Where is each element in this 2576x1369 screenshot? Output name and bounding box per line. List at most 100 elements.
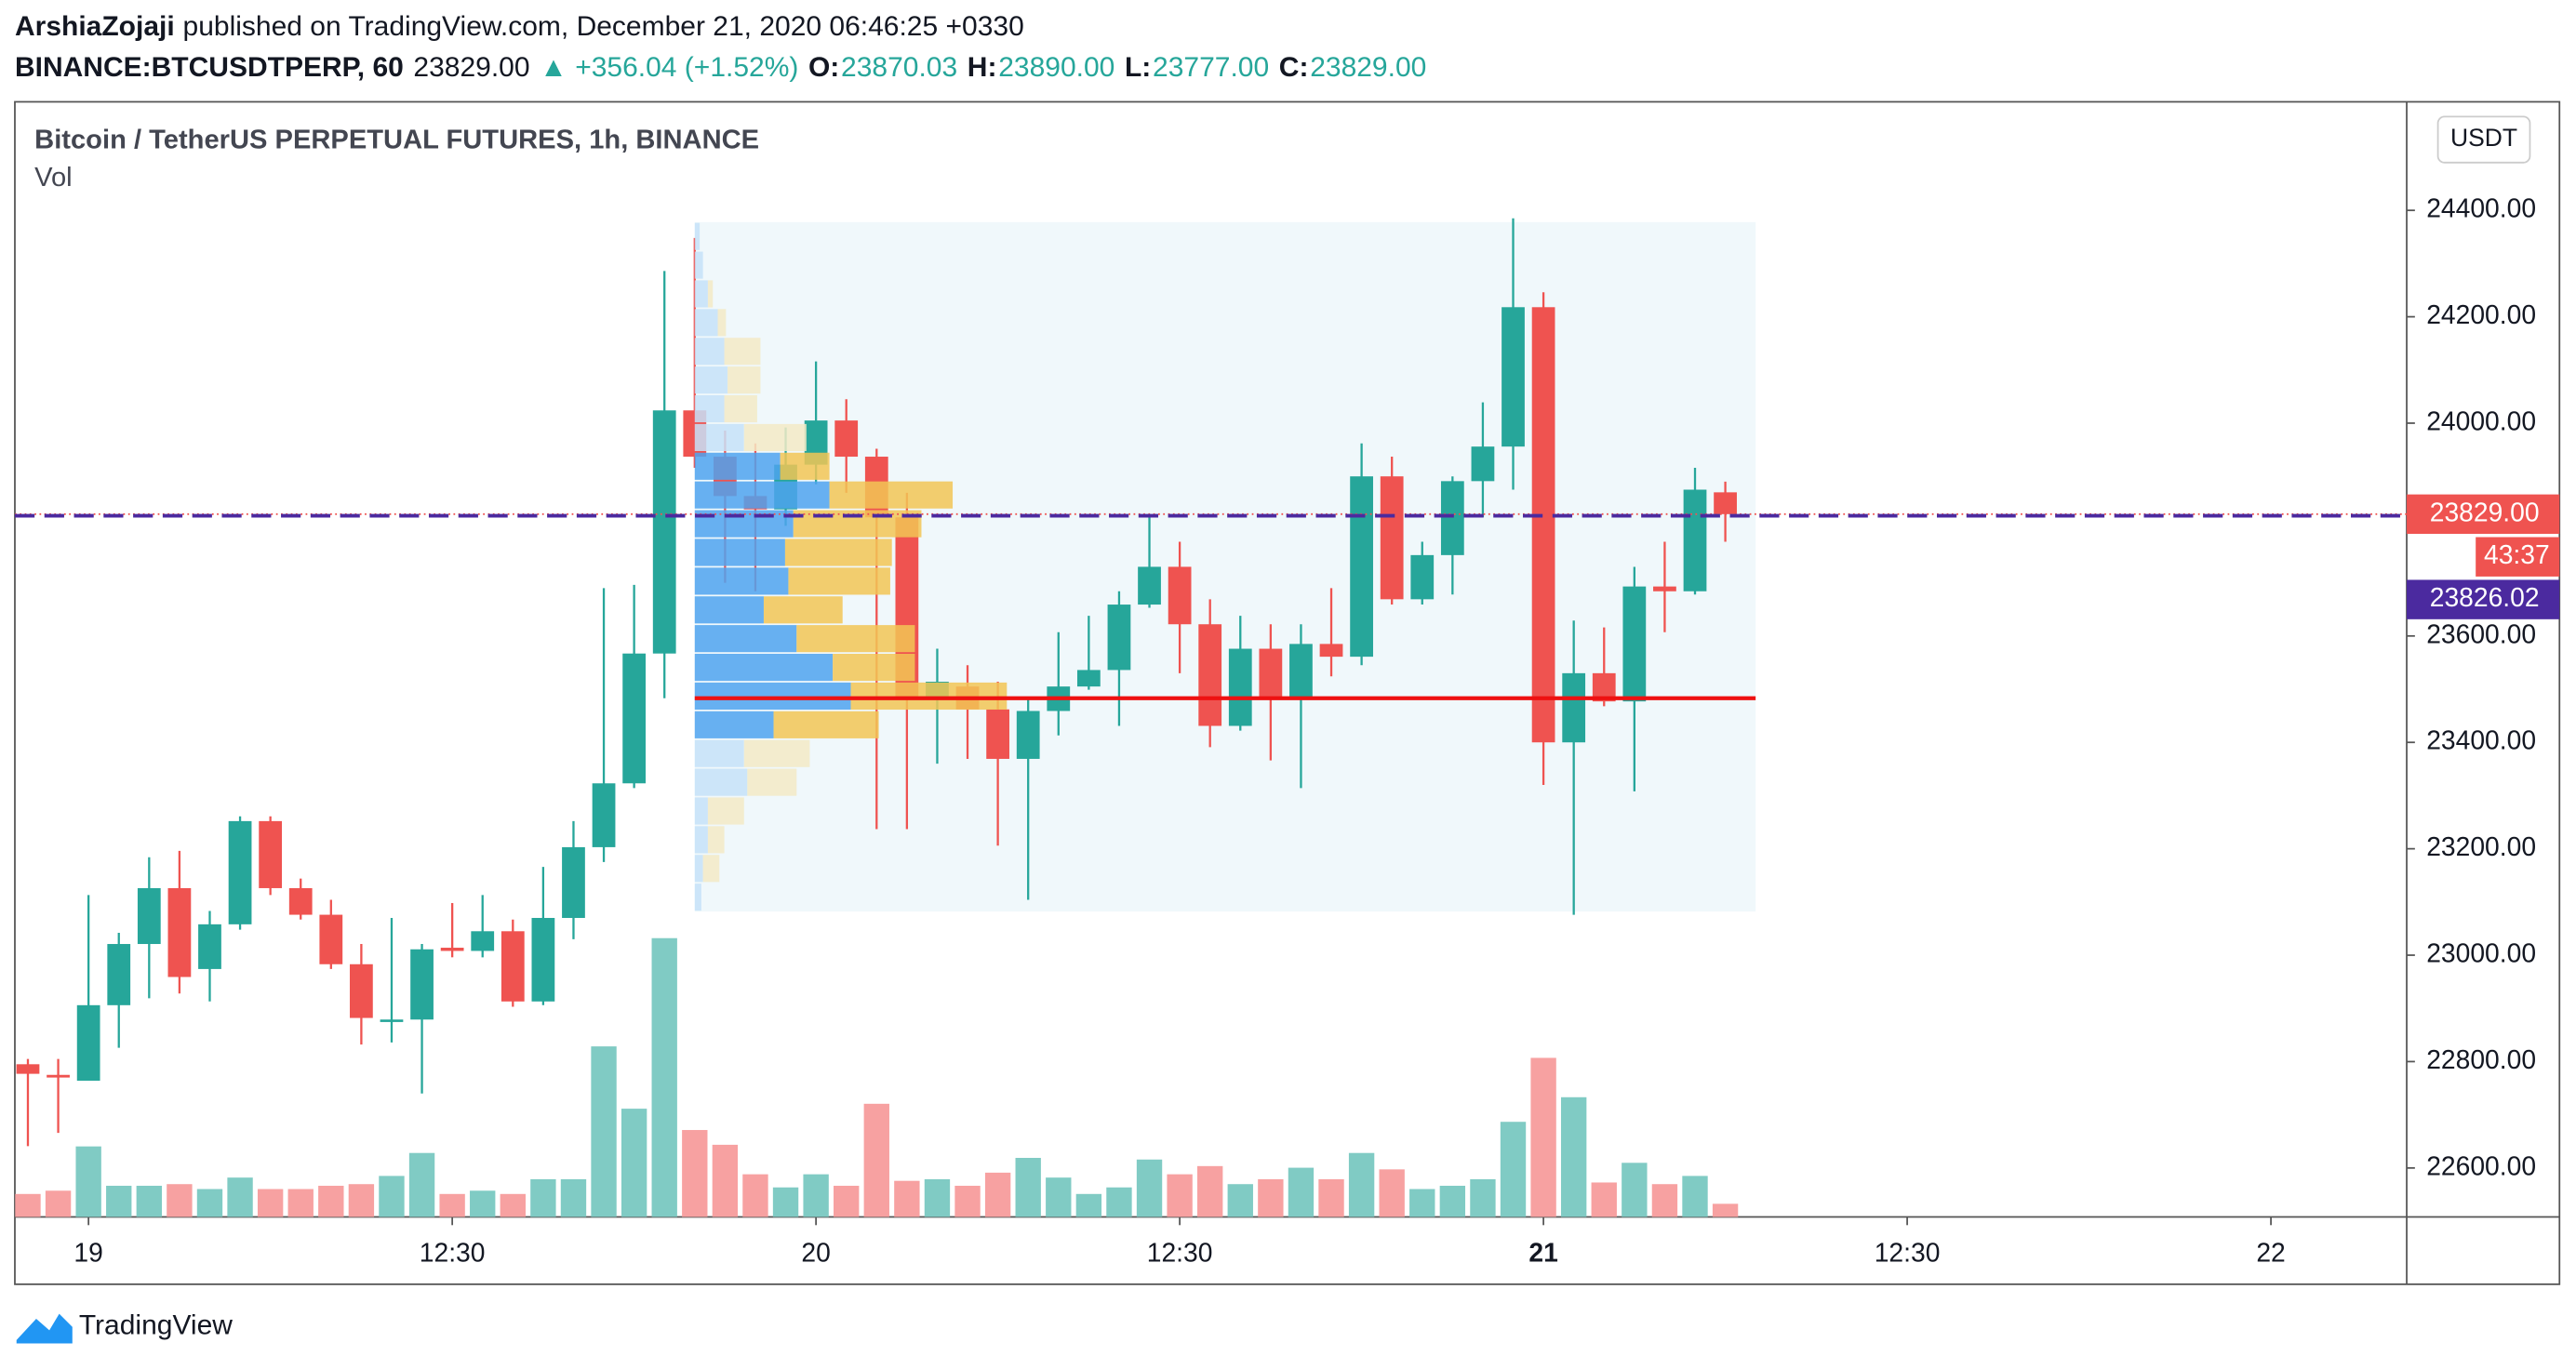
published: published on TradingView.com, December 2… <box>183 11 1024 42</box>
candle-body <box>1228 648 1252 726</box>
x-tick-label: 12:30 <box>1875 1238 1941 1268</box>
x-tick-label: 22 <box>2256 1238 2285 1268</box>
candle-body <box>228 820 252 924</box>
volume-bar <box>348 1184 375 1217</box>
candle-body <box>1076 670 1101 687</box>
candle-body <box>16 1064 40 1074</box>
profile-background <box>694 221 1756 912</box>
profile-up <box>694 682 851 711</box>
volume-bar <box>227 1177 253 1217</box>
candle-body <box>137 887 161 945</box>
y-tick-label: 23400.00 <box>2426 725 2536 755</box>
candle-body <box>1259 648 1283 698</box>
volume-bar <box>1651 1184 1678 1217</box>
candle-body <box>1683 489 1707 591</box>
volume-bar <box>984 1172 1011 1217</box>
profile-down <box>780 452 830 480</box>
candle-body <box>319 914 343 964</box>
candle-body <box>1107 605 1131 671</box>
y-tick-label: 23200.00 <box>2426 831 2536 861</box>
author: ArshiaZojaji <box>15 11 175 42</box>
quote-item: C: <box>1279 52 1309 83</box>
quote-item: 23870.03 <box>841 52 957 83</box>
profile-down <box>702 855 720 883</box>
candle-body <box>1138 566 1161 605</box>
candle-body <box>834 420 859 458</box>
profile-up <box>694 423 744 452</box>
profile-down <box>707 826 725 854</box>
candle-body <box>531 917 555 1002</box>
profile-up <box>694 855 703 883</box>
profile-down <box>707 797 744 825</box>
profile-down <box>788 567 890 595</box>
profile-up <box>694 797 708 825</box>
price-tag <box>2407 494 2560 535</box>
profile-up <box>694 625 797 653</box>
profile-down <box>743 423 807 452</box>
x-tick-label: 21 <box>1528 1238 1557 1268</box>
candle-body <box>380 1019 404 1022</box>
candle-body <box>47 1074 70 1078</box>
volume-bar <box>136 1185 163 1217</box>
profile-down <box>747 768 797 796</box>
profile-up <box>694 538 785 566</box>
quote-item: 23829.00 <box>1310 52 1426 83</box>
plot: 22600.00 22800.00 23000.00 23200.00 23400.00… <box>14 193 2536 1268</box>
currency-button[interactable] <box>2436 115 2531 164</box>
volume-bar <box>1348 1152 1375 1217</box>
quote-item: L: <box>1125 52 1151 83</box>
profile-down <box>724 394 757 423</box>
volume-bar <box>1075 1193 1102 1217</box>
countdown-tag <box>2476 537 2560 577</box>
volume-bar <box>1015 1158 1041 1217</box>
profile-up <box>694 739 744 767</box>
profile-down <box>829 481 954 509</box>
volume-bar <box>560 1178 587 1217</box>
volume-bar <box>379 1176 405 1217</box>
chart-subtitle: Vol <box>34 163 73 193</box>
candle-body <box>1168 566 1192 625</box>
volume-bar <box>834 1185 860 1217</box>
chart-title: Bitcoin / TetherUS PERPETUAL FUTURES, 1h… <box>34 126 759 155</box>
quote-item: 23829.00 <box>413 52 529 83</box>
candle-body <box>471 931 495 951</box>
volume-bar <box>167 1184 193 1217</box>
candle-body <box>986 709 1009 759</box>
candle-body <box>1562 672 1586 743</box>
currency[interactable]: USDT <box>2450 124 2517 152</box>
candle-body <box>288 887 313 915</box>
volume-bar <box>75 1146 101 1217</box>
volume-bar <box>1106 1187 1132 1217</box>
candle-body <box>1531 307 1555 743</box>
profile-up <box>694 654 834 682</box>
volume-bar <box>45 1190 72 1217</box>
volume-bar <box>863 1103 889 1217</box>
volume-bar <box>1258 1178 1284 1217</box>
candle-body <box>350 964 373 1018</box>
volume-bar <box>1682 1176 1708 1217</box>
quote-item: O: <box>808 52 839 83</box>
x-tick-label: 12:30 <box>420 1238 486 1268</box>
y-tick-label: 22600.00 <box>2426 1150 2536 1180</box>
profile-up <box>694 366 728 394</box>
volume-bar <box>530 1178 556 1217</box>
volume-bar <box>470 1190 496 1217</box>
volume-bar <box>772 1187 799 1217</box>
x-tick-label: 20 <box>801 1238 830 1268</box>
candle-body <box>440 948 464 951</box>
volume-bar <box>1470 1178 1496 1217</box>
candle-body <box>1410 554 1435 600</box>
volume-bar <box>1227 1184 1253 1217</box>
x-tick-label: 12:30 <box>1147 1238 1213 1268</box>
quote-item: BINANCE:BTCUSDTPERP, 60 <box>15 52 404 83</box>
volume-bar <box>621 1109 647 1217</box>
profile-up <box>694 567 789 595</box>
volume-bar <box>1530 1057 1556 1217</box>
quote-item: ▲ +356.04 (+1.52%) <box>540 52 798 83</box>
candle-body <box>1380 476 1404 600</box>
profile-up <box>694 280 708 308</box>
volume-bar <box>196 1189 223 1217</box>
profile-down <box>717 309 727 337</box>
volume-bar <box>894 1180 920 1217</box>
